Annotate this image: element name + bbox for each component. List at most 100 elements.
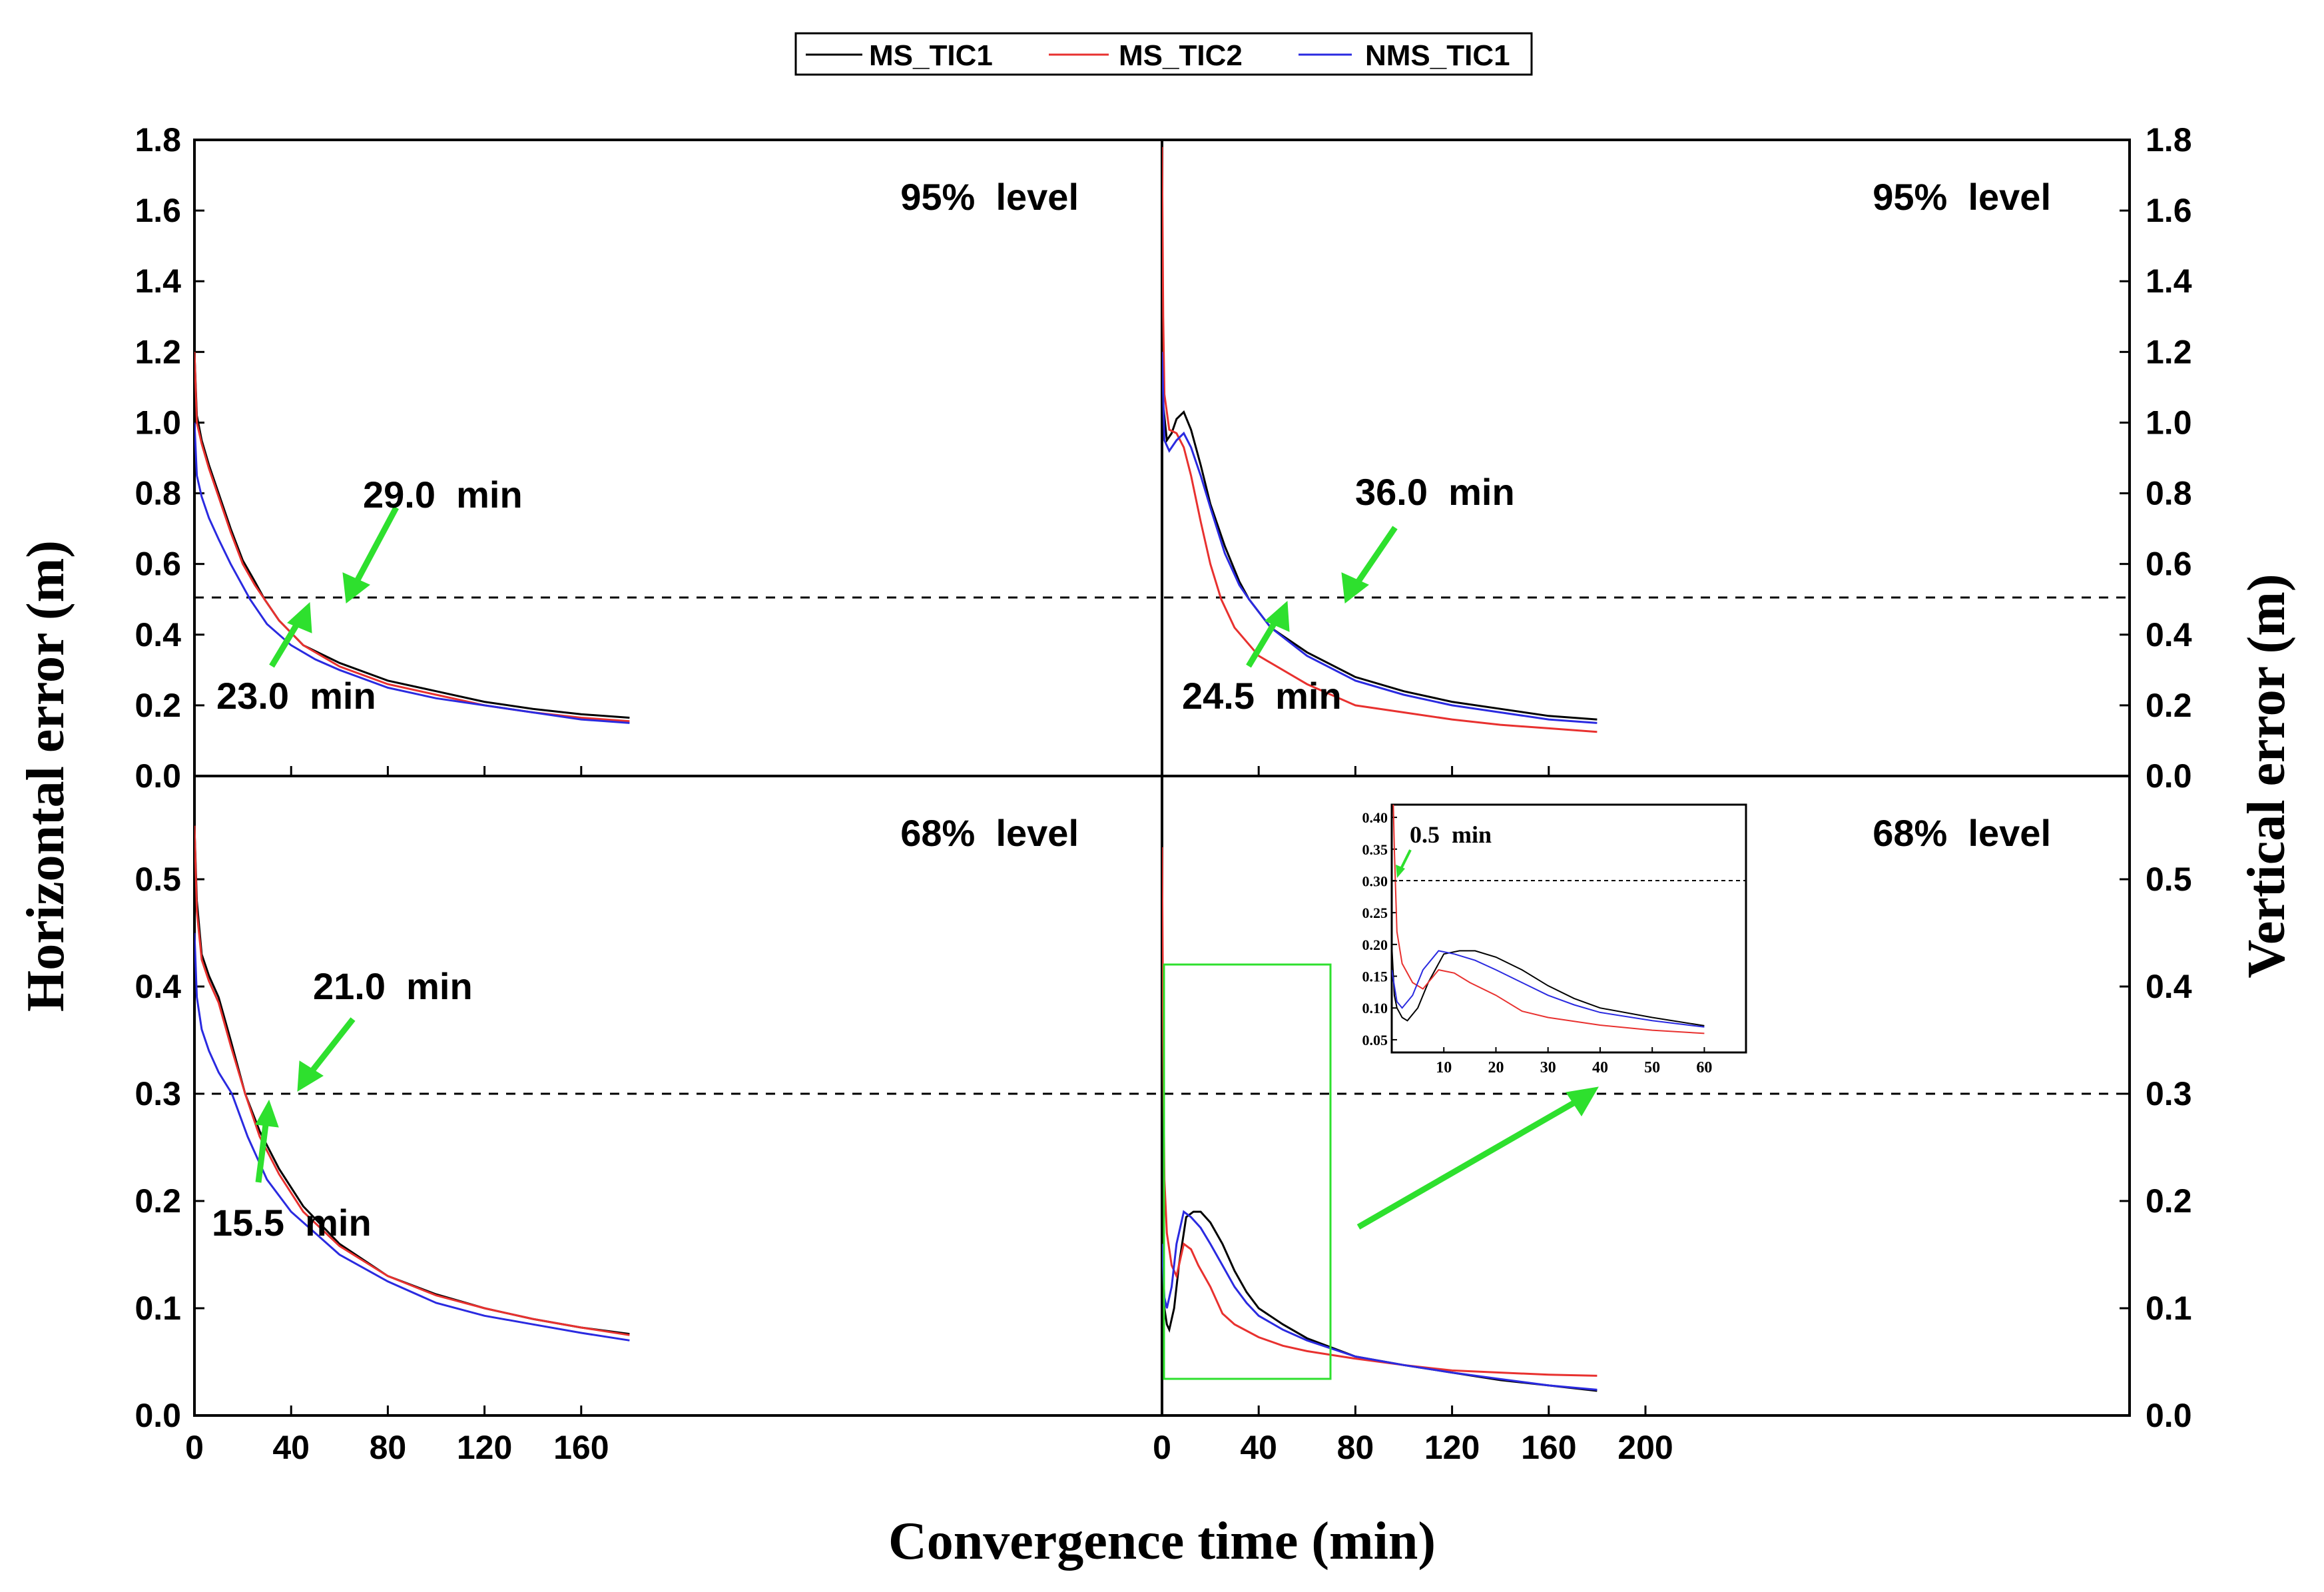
inset-chart: 10 20 30 40 50 60 0.05 0.10 0.15 0.20 0.25 0.30 0.35… (1362, 803, 1747, 1076)
inset-y-tick-label: 0.40 (1362, 809, 1388, 826)
inset-series-line-ms-tic1 (1392, 944, 1705, 1026)
x-tick-label: 80 (1337, 1429, 1374, 1466)
y-tick-label-right: 1.8 (2146, 121, 2192, 159)
inset-series (1392, 805, 1705, 1034)
inset-y-tick-label: 0.30 (1362, 873, 1388, 889)
y-tick-label-left: 1.8 (135, 121, 181, 159)
series-layer (194, 147, 1598, 1392)
y-tick-label-right: 0.4 (2146, 616, 2192, 653)
x-tick-label: 0 (1153, 1429, 1171, 1466)
legend-box (794, 32, 1533, 76)
arrow-zoom (1356, 1098, 1580, 1230)
y-tick-label-left: 0.3 (135, 1075, 181, 1112)
series-line-horizontal_95-nms-tic1 (194, 422, 630, 724)
inset-y-tick-label: 0.10 (1362, 1000, 1388, 1016)
y-tick-label-right: 0.1 (2146, 1290, 2192, 1327)
y-tick-label-left: 0.6 (135, 546, 181, 583)
annotation-top-left-lower: 23.0 min (216, 675, 376, 717)
arrow-bottom-left-upper (306, 1017, 356, 1078)
legend-label-ms-tic2: MS_TIC2 (1119, 39, 1243, 72)
y-tick-label-left: 1.6 (135, 192, 181, 229)
arrowhead-top-left-upper (342, 572, 370, 603)
y-tick-label-right: 0.2 (2146, 687, 2192, 724)
annotation-top-right-lower: 24.5 min (1182, 675, 1342, 717)
level-label-top-right: 95% level (1873, 176, 2051, 218)
y-tick-label-right: 0.4 (2146, 968, 2192, 1005)
series-line-vertical_95-ms-tic2 (1162, 147, 1598, 733)
arrow-top-right-upper (1352, 526, 1398, 588)
y-tick-label-right: 0.3 (2146, 1075, 2192, 1112)
inset-y-tick-label: 0.05 (1362, 1032, 1388, 1048)
level-label-bottom-right: 68% level (1873, 812, 2051, 854)
y-tick-label-left: 1.0 (135, 404, 181, 441)
annotation-bottom-left-lower: 15.5 min (212, 1202, 372, 1244)
arrow-bottom-left-lower (255, 1118, 270, 1183)
inset-arrowhead (1396, 865, 1405, 878)
y-tick-label-left: 0.4 (135, 616, 181, 653)
arrowhead-top-right-upper (1341, 572, 1369, 603)
y-tick-label-right: 0.0 (2146, 1397, 2192, 1434)
inset-x-tick-label: 10 (1436, 1059, 1452, 1076)
inset-annotation: 0.5 min (1410, 821, 1492, 848)
x-tick-label: 160 (553, 1429, 609, 1466)
arrowhead-top-right-lower (1265, 600, 1290, 632)
panel-horizontal_95-series (194, 352, 630, 724)
inset-x-tick-label: 60 (1696, 1059, 1712, 1076)
level-label-top-left: 95% level (900, 176, 1079, 218)
level-label-bottom-left: 68% level (900, 812, 1079, 854)
x-tick-label: 80 (370, 1429, 407, 1466)
y-tick-label-right: 1.6 (2146, 192, 2192, 229)
inset-y-tick-label: 0.20 (1362, 937, 1388, 953)
y-tick-label-right: 0.8 (2146, 475, 2192, 512)
series-line-horizontal_68-ms-tic1 (194, 825, 630, 1336)
series-line-vertical_95-nms-tic1 (1162, 352, 1598, 724)
x-tick-label: 160 (1521, 1429, 1576, 1466)
series-line-vertical_68-ms-tic2 (1162, 847, 1598, 1377)
arrowhead-top-left-lower (287, 601, 312, 633)
y-tick-label-right: 0.6 (2146, 546, 2192, 583)
y-tick-label-right: 1.0 (2146, 404, 2192, 441)
y-tick-label-right: 0.5 (2146, 861, 2192, 898)
y-tick-label-right: 1.2 (2146, 333, 2192, 370)
y-tick-label-left: 0.4 (135, 968, 181, 1005)
x-tick-label: 0 (185, 1429, 204, 1466)
y-axis-title-right: Vertical error (m) (2237, 574, 2296, 978)
inset-x-tick-label: 50 (1644, 1059, 1660, 1076)
y-tick-label-right: 1.4 (2146, 262, 2192, 300)
inset-ticks: 10 20 30 40 50 60 0.05 0.10 0.15 0.20 0.25 0.30 0.35… (1362, 809, 1713, 1076)
series-line-horizontal_95-ms-tic2 (194, 352, 630, 723)
panel-vertical_95-series (1162, 147, 1598, 733)
y-axis-title-left: Horizontal error (m) (17, 540, 75, 1012)
annotation-top-right-upper: 36.0 min (1355, 471, 1515, 513)
arrowhead-bottom-left-lower (255, 1099, 279, 1128)
x-axis-title: Convergence time (min) (888, 1512, 1436, 1571)
series-line-horizontal_68-ms-tic2 (194, 825, 630, 1336)
y-tick-label-left: 0.2 (135, 1182, 181, 1220)
y-tick-label-left: 0.0 (135, 1397, 181, 1434)
annotations (255, 506, 1599, 1230)
y-tick-label-left: 1.4 (135, 262, 181, 300)
inset-series-line-nms-tic1 (1392, 950, 1705, 1028)
y-tick-label-left: 0.8 (135, 475, 181, 512)
y-tick-label-right: 0.0 (2146, 757, 2192, 795)
inset-x-tick-label: 20 (1488, 1059, 1504, 1076)
series-line-horizontal_68-nms-tic1 (194, 933, 630, 1342)
x-tick-label: 120 (457, 1429, 512, 1466)
x-tick-label: 120 (1424, 1429, 1480, 1466)
series-line-vertical_68-nms-tic1 (1162, 1210, 1598, 1391)
zoom-box (1163, 963, 1332, 1380)
inset-frame (1390, 803, 1747, 1054)
x-tick-label: 40 (272, 1429, 310, 1466)
legend: MS_TIC1 MS_TIC2 NMS_TIC1 (794, 32, 1533, 76)
annotation-top-left-upper: 29.0 min (363, 474, 523, 516)
x-tick-label: 40 (1240, 1429, 1277, 1466)
y-tick-label-left: 0.1 (135, 1290, 181, 1327)
x-tick-label: 200 (1617, 1429, 1673, 1466)
y-tick-label-left: 0.5 (135, 861, 181, 898)
inset-series-line-ms-tic2 (1392, 805, 1705, 1034)
inset-series-group (1392, 805, 1705, 1034)
y-tick-label-left: 0.0 (135, 757, 181, 795)
inset-y-tick-label: 0.35 (1362, 841, 1388, 858)
inset-x-tick-label: 40 (1592, 1059, 1608, 1076)
inset-y-tick-label: 0.25 (1362, 905, 1388, 921)
